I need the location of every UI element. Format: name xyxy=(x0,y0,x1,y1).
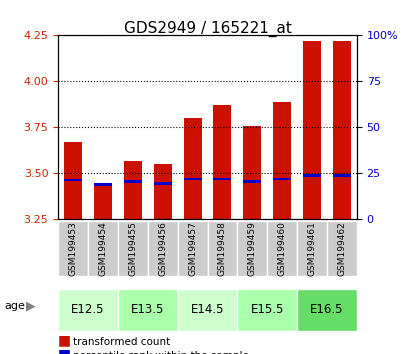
FancyBboxPatch shape xyxy=(297,221,327,276)
Bar xyxy=(183,118,202,219)
Bar xyxy=(273,178,291,180)
Bar xyxy=(213,178,232,180)
Text: GSM199454: GSM199454 xyxy=(98,221,107,276)
Bar xyxy=(243,180,261,183)
Text: ■: ■ xyxy=(58,333,71,347)
Text: E13.5: E13.5 xyxy=(131,303,164,316)
FancyBboxPatch shape xyxy=(208,221,237,276)
Bar xyxy=(333,174,351,177)
Text: ▶: ▶ xyxy=(26,300,36,313)
Bar xyxy=(183,178,202,180)
FancyBboxPatch shape xyxy=(178,221,208,276)
FancyBboxPatch shape xyxy=(327,221,357,276)
Text: age: age xyxy=(4,301,25,311)
Bar xyxy=(124,180,142,183)
FancyBboxPatch shape xyxy=(297,289,357,331)
Bar xyxy=(94,183,112,219)
Text: E16.5: E16.5 xyxy=(310,303,344,316)
FancyBboxPatch shape xyxy=(178,289,237,331)
Text: GSM199462: GSM199462 xyxy=(337,221,347,276)
Bar xyxy=(333,41,351,219)
Text: GSM199453: GSM199453 xyxy=(68,221,78,276)
Text: GSM199455: GSM199455 xyxy=(128,221,137,276)
FancyBboxPatch shape xyxy=(237,289,297,331)
Text: E15.5: E15.5 xyxy=(251,303,284,316)
Bar xyxy=(213,105,232,219)
Text: E14.5: E14.5 xyxy=(191,303,224,316)
FancyBboxPatch shape xyxy=(88,221,118,276)
FancyBboxPatch shape xyxy=(148,221,178,276)
FancyBboxPatch shape xyxy=(58,221,88,276)
Bar xyxy=(154,182,172,185)
Text: transformed count: transformed count xyxy=(73,337,170,347)
Text: ■: ■ xyxy=(58,347,71,354)
Bar xyxy=(124,161,142,219)
FancyBboxPatch shape xyxy=(118,289,178,331)
Bar xyxy=(273,102,291,219)
Bar xyxy=(154,164,172,219)
Text: GSM199458: GSM199458 xyxy=(218,221,227,276)
Text: E12.5: E12.5 xyxy=(71,303,105,316)
Text: GSM199461: GSM199461 xyxy=(308,221,317,276)
Bar xyxy=(303,41,321,219)
Text: GSM199460: GSM199460 xyxy=(278,221,287,276)
Bar xyxy=(64,142,82,219)
Text: percentile rank within the sample: percentile rank within the sample xyxy=(73,351,249,354)
FancyBboxPatch shape xyxy=(267,221,297,276)
Bar xyxy=(64,178,82,181)
Bar xyxy=(94,183,112,186)
FancyBboxPatch shape xyxy=(58,289,118,331)
FancyBboxPatch shape xyxy=(237,221,267,276)
Text: GDS2949 / 165221_at: GDS2949 / 165221_at xyxy=(124,21,291,38)
Text: GSM199459: GSM199459 xyxy=(248,221,257,276)
Bar xyxy=(243,126,261,219)
Bar xyxy=(303,174,321,177)
Text: GSM199456: GSM199456 xyxy=(158,221,167,276)
FancyBboxPatch shape xyxy=(118,221,148,276)
Text: GSM199457: GSM199457 xyxy=(188,221,197,276)
